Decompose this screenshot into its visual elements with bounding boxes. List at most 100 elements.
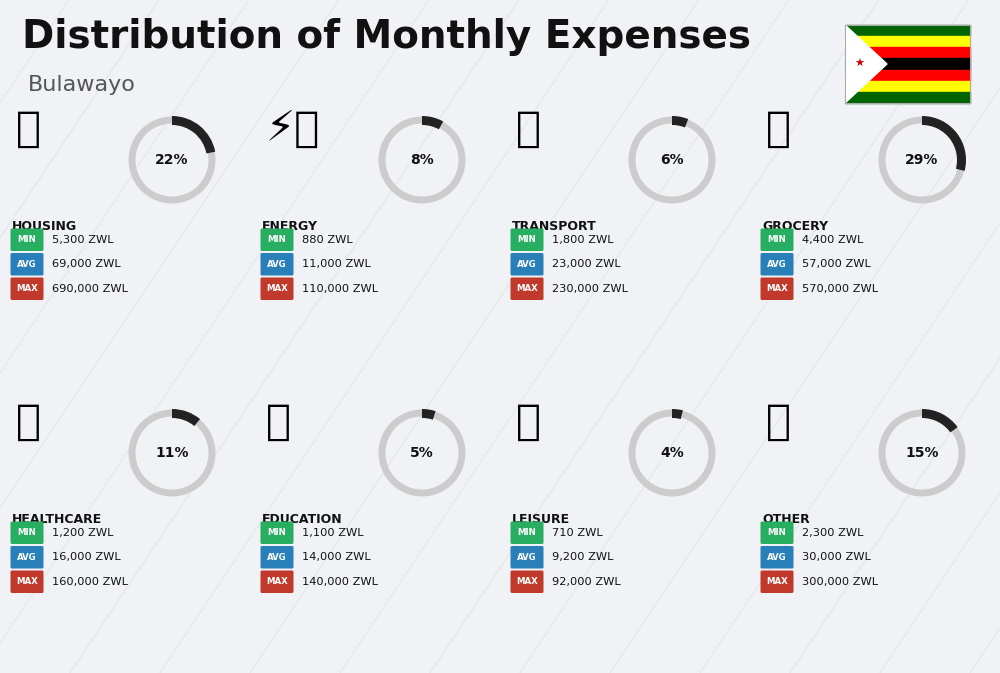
Text: 16,000 ZWL: 16,000 ZWL <box>52 553 121 562</box>
Bar <box>845 81 970 92</box>
Text: 92,000 ZWL: 92,000 ZWL <box>552 577 621 587</box>
FancyBboxPatch shape <box>260 229 294 251</box>
Text: 1,100 ZWL: 1,100 ZWL <box>302 528 364 538</box>
Bar <box>845 59 970 69</box>
Wedge shape <box>422 116 443 129</box>
Wedge shape <box>672 409 683 419</box>
FancyBboxPatch shape <box>260 571 294 593</box>
Text: 23,000 ZWL: 23,000 ZWL <box>552 259 621 269</box>
Text: 11,000 ZWL: 11,000 ZWL <box>302 259 371 269</box>
Text: MIN: MIN <box>768 528 786 537</box>
Text: 11%: 11% <box>155 446 189 460</box>
Text: LEISURE: LEISURE <box>512 513 570 526</box>
Text: 710 ZWL: 710 ZWL <box>552 528 603 538</box>
Text: AVG: AVG <box>767 260 787 269</box>
Text: 15%: 15% <box>905 446 939 460</box>
Text: AVG: AVG <box>17 260 37 269</box>
Text: MAX: MAX <box>766 577 788 586</box>
Wedge shape <box>922 116 966 171</box>
FancyBboxPatch shape <box>511 571 544 593</box>
FancyBboxPatch shape <box>511 253 544 275</box>
FancyBboxPatch shape <box>10 571 44 593</box>
Text: ENERGY: ENERGY <box>262 220 318 233</box>
Text: 1,800 ZWL: 1,800 ZWL <box>552 235 614 245</box>
Text: 🏢: 🏢 <box>16 108 41 150</box>
Text: EDUCATION: EDUCATION <box>262 513 343 526</box>
FancyBboxPatch shape <box>260 253 294 275</box>
Text: MAX: MAX <box>16 284 38 293</box>
Text: MIN: MIN <box>18 236 36 244</box>
Text: 4,400 ZWL: 4,400 ZWL <box>802 235 863 245</box>
Text: 690,000 ZWL: 690,000 ZWL <box>52 284 128 293</box>
Text: MAX: MAX <box>516 284 538 293</box>
Text: MIN: MIN <box>518 528 536 537</box>
Text: 230,000 ZWL: 230,000 ZWL <box>552 284 628 293</box>
FancyBboxPatch shape <box>761 522 794 544</box>
Text: MAX: MAX <box>516 577 538 586</box>
Text: MIN: MIN <box>268 236 286 244</box>
Text: 29%: 29% <box>905 153 939 167</box>
Text: HEALTHCARE: HEALTHCARE <box>12 513 102 526</box>
Text: Bulawayo: Bulawayo <box>28 75 136 95</box>
Text: 570,000 ZWL: 570,000 ZWL <box>802 284 878 293</box>
Bar <box>845 25 970 36</box>
Text: MAX: MAX <box>16 577 38 586</box>
Text: AVG: AVG <box>267 260 287 269</box>
Text: 110,000 ZWL: 110,000 ZWL <box>302 284 378 293</box>
FancyBboxPatch shape <box>761 571 794 593</box>
Text: AVG: AVG <box>517 553 537 562</box>
Text: 4%: 4% <box>660 446 684 460</box>
Text: AVG: AVG <box>267 553 287 562</box>
Text: MIN: MIN <box>18 528 36 537</box>
Bar <box>845 47 970 59</box>
Text: 160,000 ZWL: 160,000 ZWL <box>52 577 128 587</box>
Text: 6%: 6% <box>660 153 684 167</box>
Text: 9,200 ZWL: 9,200 ZWL <box>552 553 613 562</box>
Text: AVG: AVG <box>17 553 37 562</box>
FancyBboxPatch shape <box>511 546 544 569</box>
Text: 5%: 5% <box>410 446 434 460</box>
FancyBboxPatch shape <box>511 277 544 300</box>
Text: 8%: 8% <box>410 153 434 167</box>
Text: 22%: 22% <box>155 153 189 167</box>
Text: AVG: AVG <box>517 260 537 269</box>
Text: MAX: MAX <box>766 284 788 293</box>
Text: OTHER: OTHER <box>762 513 810 526</box>
Text: 💓: 💓 <box>16 401 41 443</box>
Text: Distribution of Monthly Expenses: Distribution of Monthly Expenses <box>22 18 751 56</box>
FancyBboxPatch shape <box>761 229 794 251</box>
FancyBboxPatch shape <box>260 546 294 569</box>
Bar <box>845 36 970 47</box>
Text: 🎓: 🎓 <box>266 401 291 443</box>
FancyBboxPatch shape <box>761 277 794 300</box>
Text: ★: ★ <box>854 59 864 69</box>
Text: 57,000 ZWL: 57,000 ZWL <box>802 259 871 269</box>
Bar <box>845 69 970 81</box>
Wedge shape <box>922 409 958 433</box>
Text: 14,000 ZWL: 14,000 ZWL <box>302 553 371 562</box>
Text: 30,000 ZWL: 30,000 ZWL <box>802 553 871 562</box>
FancyBboxPatch shape <box>260 277 294 300</box>
Wedge shape <box>172 116 215 153</box>
FancyBboxPatch shape <box>761 253 794 275</box>
FancyBboxPatch shape <box>761 546 794 569</box>
Text: ⚡🏠: ⚡🏠 <box>266 108 320 150</box>
Text: TRANSPORT: TRANSPORT <box>512 220 597 233</box>
Wedge shape <box>672 116 688 127</box>
Wedge shape <box>422 409 436 420</box>
Bar <box>845 92 970 103</box>
FancyBboxPatch shape <box>10 546 44 569</box>
Text: 💰: 💰 <box>766 401 791 443</box>
Text: 300,000 ZWL: 300,000 ZWL <box>802 577 878 587</box>
Text: 1,200 ZWL: 1,200 ZWL <box>52 528 113 538</box>
Text: MAX: MAX <box>266 284 288 293</box>
Bar <box>845 25 970 103</box>
Text: MIN: MIN <box>518 236 536 244</box>
FancyBboxPatch shape <box>10 229 44 251</box>
FancyBboxPatch shape <box>10 253 44 275</box>
Wedge shape <box>172 409 200 426</box>
Text: MIN: MIN <box>268 528 286 537</box>
Text: 🚌: 🚌 <box>516 108 541 150</box>
Text: 69,000 ZWL: 69,000 ZWL <box>52 259 121 269</box>
Text: 🛍: 🛍 <box>516 401 541 443</box>
